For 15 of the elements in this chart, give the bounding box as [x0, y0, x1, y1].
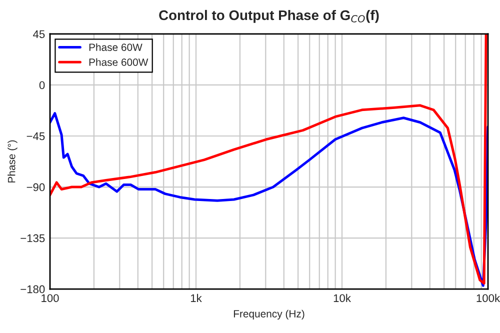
y-axis-title: Phase (°) — [8, 140, 18, 182]
y-tick-label: 45 — [33, 30, 45, 38]
y-tick-label: −135 — [20, 234, 45, 242]
x-tick-label: 100 — [42, 294, 59, 302]
x-axis-title: Frequency (Hz) — [234, 310, 304, 320]
x-tick-label: 100k — [476, 294, 500, 302]
chart-title: Control to Output Phase of G$_{CO}$(f) — [159, 10, 379, 23]
x-tick-label: 10k — [334, 294, 351, 302]
y-tick-label: −90 — [26, 183, 45, 192]
legend-label: Phase 60W — [89, 43, 142, 51]
legend-label: Phase 600W — [89, 58, 148, 66]
y-tick-label: −180 — [20, 285, 45, 294]
y-tick-label: −45 — [26, 132, 45, 140]
x-tick-label: 1k — [190, 294, 202, 302]
y-tick-label: 0 — [39, 81, 45, 90]
